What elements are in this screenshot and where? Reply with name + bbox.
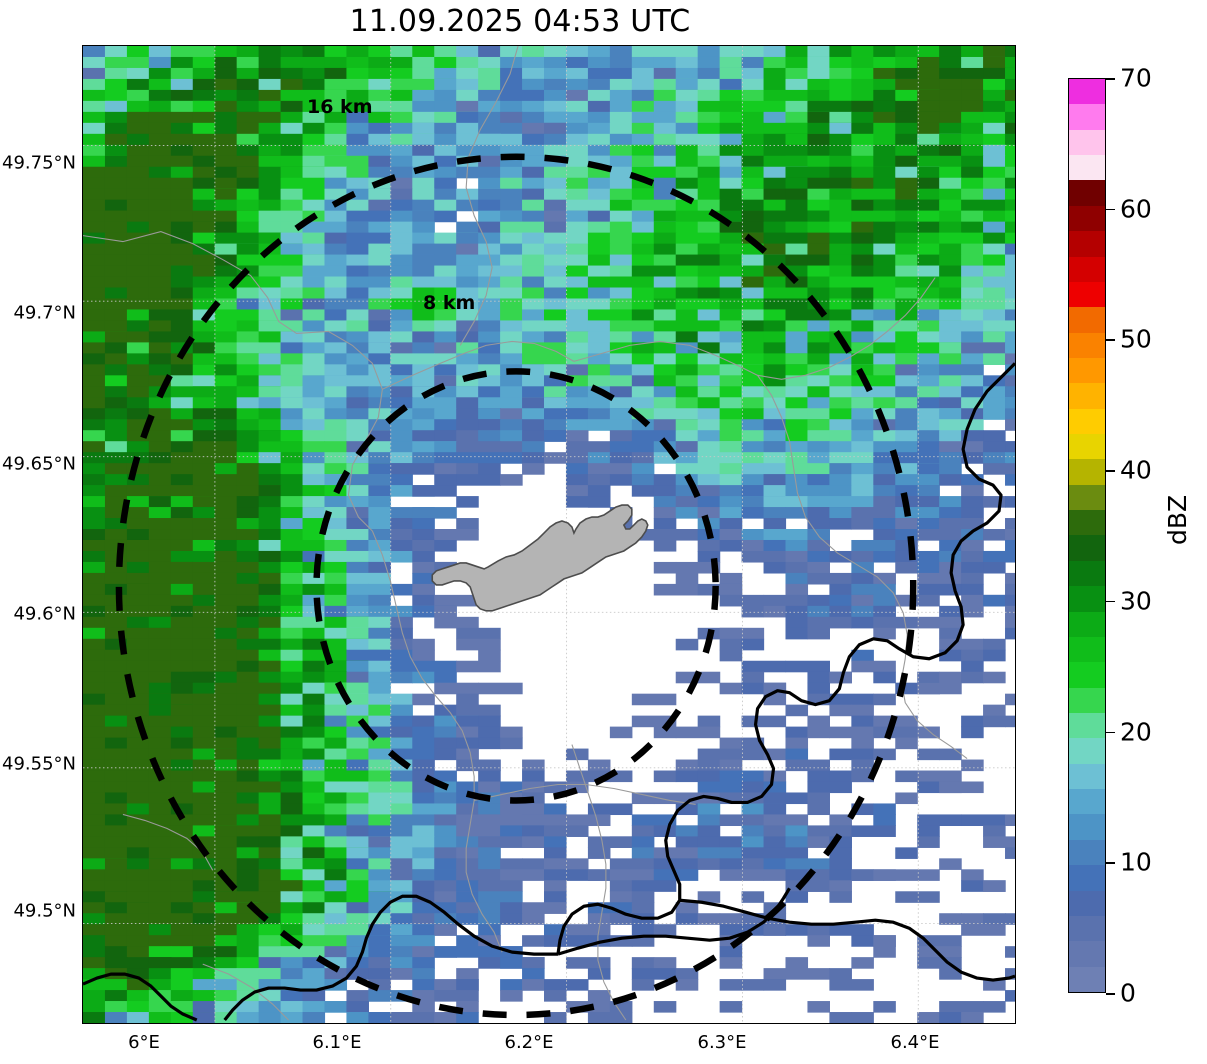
colorbar-segment — [1069, 915, 1105, 942]
range-ring-8km — [313, 368, 719, 804]
radar-map-plot — [82, 45, 1016, 1024]
longitude-tick-label: 6°E — [128, 1032, 160, 1053]
colorbar-tick-label: 60 — [1120, 194, 1152, 224]
colorbar-segment — [1069, 383, 1105, 409]
colorbar-segment — [1069, 738, 1105, 764]
latitude-tick-label: 49.65°N — [2, 453, 76, 475]
reflectivity-colorbar — [1068, 78, 1106, 993]
colorbar-segment — [1069, 763, 1105, 790]
administrative-boundaries — [83, 46, 968, 1021]
latitude-tick-label: 49.5°N — [13, 900, 76, 922]
colorbar-segment — [1069, 155, 1105, 181]
page-title: 11.09.2025 04:53 UTC — [349, 4, 691, 39]
colorbar-tick-label: 40 — [1120, 455, 1152, 485]
colorbar-segment — [1069, 865, 1105, 891]
colorbar-segment — [1069, 180, 1105, 206]
colorbar-tick-mark — [1106, 862, 1115, 864]
colorbar-segment — [1069, 839, 1105, 866]
colorbar-tick-label: 30 — [1120, 586, 1152, 616]
colorbar-segment — [1069, 611, 1105, 637]
range-ring-16km — [115, 153, 917, 1019]
colorbar-title: dBZ — [1163, 494, 1192, 545]
colorbar-segment — [1069, 408, 1105, 435]
colorbar-segment — [1069, 535, 1105, 561]
colorbar-segment — [1069, 662, 1105, 688]
colorbar-segment — [1069, 586, 1105, 612]
latitude-tick-label: 49.7°N — [13, 302, 76, 324]
colorbar-segment — [1069, 890, 1105, 916]
colorbar-segment — [1069, 231, 1105, 257]
latitude-tick-label: 49.55°N — [2, 753, 76, 775]
colorbar-segment — [1069, 484, 1105, 511]
longitude-tick-label: 6.4°E — [890, 1032, 940, 1053]
range-ring-16km-label: 16 km — [307, 96, 373, 118]
colorbar-segment — [1069, 636, 1105, 663]
colorbar-segment — [1069, 789, 1105, 815]
colorbar-tick-label: 0 — [1120, 978, 1136, 1008]
colorbar-tick-mark — [1106, 993, 1115, 995]
colorbar-segment — [1069, 510, 1105, 536]
colorbar-tick-mark — [1106, 600, 1115, 603]
longitude-tick-label: 6.1°E — [312, 1032, 362, 1053]
colorbar-segment — [1069, 459, 1105, 485]
colorbar-segment — [1069, 941, 1105, 967]
colorbar-segment — [1069, 129, 1105, 156]
colorbar-tick-label: 50 — [1120, 324, 1152, 354]
latitude-tick-label: 49.75°N — [2, 152, 76, 174]
colorbar-segment — [1069, 332, 1105, 358]
colorbar-tick-mark — [1106, 208, 1115, 211]
colorbar-segment — [1069, 712, 1105, 739]
colorbar-segment — [1069, 434, 1105, 460]
colorbar-segment — [1069, 205, 1105, 232]
colorbar-tick-label: 70 — [1120, 63, 1152, 93]
colorbar-segment — [1069, 307, 1105, 333]
colorbar-tick-mark — [1106, 339, 1115, 342]
longitude-tick-label: 6.2°E — [504, 1032, 554, 1053]
reflectivity-cells — [83, 46, 1015, 1023]
latitude-tick-label: 49.6°N — [13, 603, 76, 625]
colorbar-tick-label: 10 — [1120, 847, 1152, 877]
colorbar-segment — [1069, 281, 1105, 308]
colorbar-segment — [1069, 966, 1105, 992]
colorbar-tick-mark — [1106, 731, 1115, 734]
colorbar-segment — [1069, 560, 1105, 587]
colorbar-tick-mark — [1106, 470, 1115, 472]
colorbar-segment — [1069, 104, 1105, 130]
colorbar-segment — [1069, 256, 1105, 282]
radar-map-canvas — [83, 46, 1015, 1023]
colorbar-tick-label: 20 — [1120, 717, 1152, 747]
colorbar-segment — [1069, 814, 1105, 840]
range-ring-8km-label: 8 km — [423, 292, 476, 314]
longitude-tick-label: 6.3°E — [697, 1032, 747, 1053]
colorbar-segment — [1069, 357, 1105, 384]
colorbar-segment — [1069, 687, 1105, 713]
colorbar-tick-mark — [1106, 78, 1115, 80]
urban-area-polygon — [431, 504, 649, 612]
colorbar-segment — [1069, 79, 1105, 105]
